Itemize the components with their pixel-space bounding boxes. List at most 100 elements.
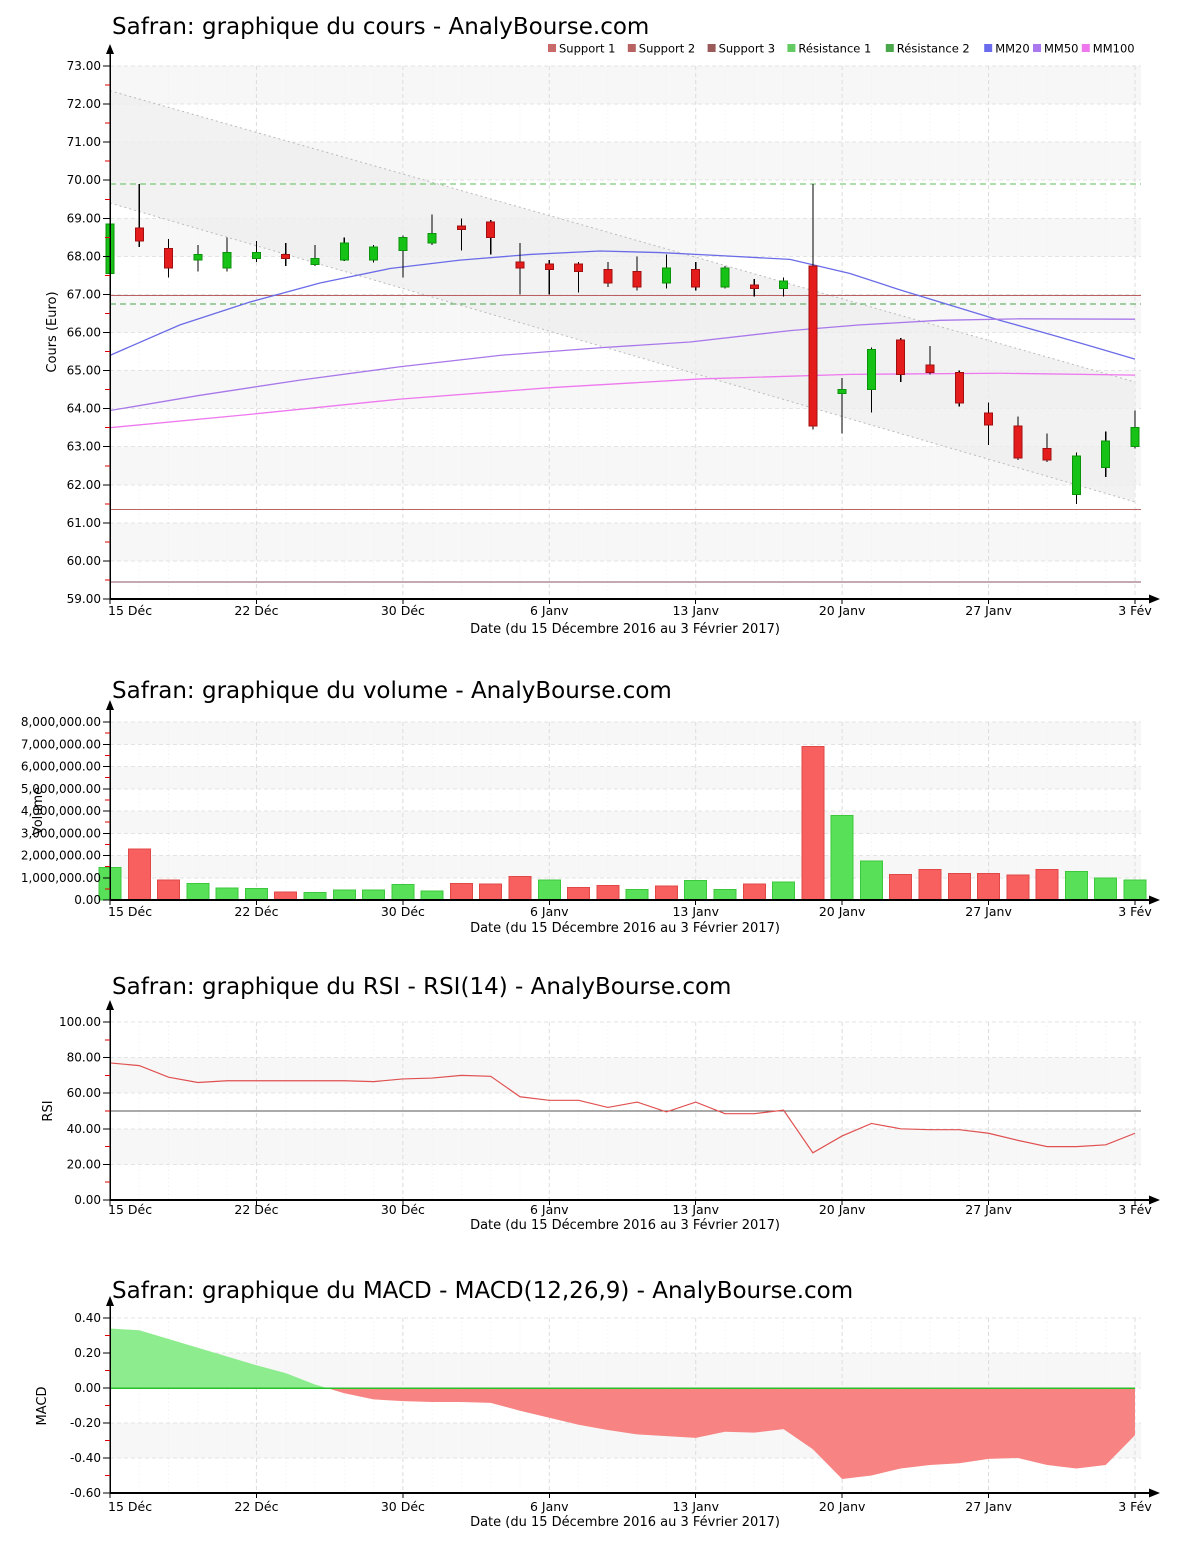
x-tick-label: 27 Janv (965, 1202, 1012, 1217)
candle-down (808, 265, 818, 427)
y-tick-label: 1,000,000.00 (21, 871, 101, 885)
candle-down (544, 263, 554, 271)
y-axis-arrow (106, 1000, 114, 1010)
x-tick-label: 15 Déc (108, 904, 152, 919)
candle-up (398, 236, 408, 252)
y-tick-label: 0.00 (74, 893, 101, 907)
x-tick-label: 20 Janv (819, 1202, 866, 1217)
volume-bar-down (157, 879, 181, 901)
y-tick-label: 0.40 (74, 1311, 101, 1325)
x-tick-label: 6 Janv (530, 1202, 569, 1217)
x-axis-arrow (1149, 594, 1160, 604)
candle-down (925, 364, 935, 373)
x-tick-label: 13 Janv (672, 904, 719, 919)
x-tick-label: 27 Janv (965, 904, 1012, 919)
y-tick-label: 0.00 (74, 1381, 101, 1395)
y-tick-label: 2,000,000.00 (21, 849, 101, 863)
volume-bar-down (918, 868, 942, 901)
background-stripe (110, 855, 1141, 878)
price-chart-title: Safran: graphique du cours - AnalyBourse… (112, 14, 649, 40)
trend-channel-fill (110, 90, 1135, 502)
price-legend: Support 1 Support 2 Support 3 Résistance 1 R… (548, 42, 1135, 56)
y-tick-label: 5,000,000.00 (21, 782, 101, 796)
x-tick-label: 30 Déc (381, 1499, 425, 1514)
volume-chart: Safran: graphique du volume - AnalyBours… (21, 678, 1160, 936)
y-tick-label: 65.00 (67, 364, 101, 378)
volume-bar-up (1064, 871, 1088, 901)
candle-up (720, 267, 730, 288)
legend-label: MM20 (995, 42, 1029, 56)
x-tick-label: 15 Déc (108, 1499, 152, 1514)
x-tick-label: 3 Fév (1118, 1202, 1152, 1217)
legend-swatch (1033, 44, 1041, 52)
x-tick-label: 15 Déc (108, 1202, 152, 1217)
background-stripe (110, 66, 1141, 105)
volume-bar-up (215, 887, 239, 901)
candle-down (632, 271, 642, 288)
y-tick-label: -0.20 (70, 1416, 101, 1430)
y-tick-label: 60.00 (67, 554, 101, 568)
x-axis-arrow (1149, 895, 1160, 905)
macd-chart-title: Safran: graphique du MACD - MACD(12,26,9… (112, 1278, 853, 1304)
legend-label: MM100 (1093, 42, 1135, 56)
y-tick-label: 80.00 (67, 1051, 101, 1065)
candle-up (193, 253, 203, 261)
rsi-line (109, 1062, 1136, 1154)
legend-label: MM50 (1044, 42, 1078, 56)
x-tick-label: 6 Janv (530, 1499, 569, 1514)
legend-label: Résistance 2 (897, 42, 970, 56)
candle-down (603, 269, 613, 284)
volume-bar-down (274, 891, 298, 901)
candle-down (134, 227, 144, 242)
candle-down (486, 221, 496, 238)
volume-y-axis-label: Volume (31, 787, 46, 835)
volume-bar-down (479, 883, 503, 901)
volume-bar-up (420, 890, 444, 901)
volume-bar-up (303, 892, 327, 901)
legend-swatch (885, 44, 894, 52)
price-chart: Safran: graphique du cours - AnalyBourse… (45, 14, 1160, 637)
y-axis-arrow (106, 44, 114, 54)
background-stripe (110, 522, 1141, 561)
candle-up (1071, 455, 1081, 495)
candle-down (1042, 448, 1052, 461)
candle-down (691, 269, 701, 288)
candle-up (369, 246, 379, 261)
candle-up (1101, 440, 1111, 469)
background-stripe (110, 766, 1141, 789)
candle-down (515, 261, 525, 269)
volume-bar-up (830, 814, 854, 901)
rsi-x-axis-label: Date (du 15 Décembre 2016 au 3 Février 2… (470, 1218, 780, 1233)
x-axis-arrow (1149, 1195, 1160, 1205)
x-tick-label: 30 Déc (381, 1202, 425, 1217)
x-tick-label: 22 Déc (234, 904, 278, 919)
macd-positive-area (110, 1328, 1135, 1388)
volume-bar-up (186, 882, 210, 901)
y-tick-label: 66.00 (67, 326, 101, 340)
y-tick-label: 71.00 (67, 135, 101, 149)
rsi-plot: 0.00 20.00 40.00 60.00 80.00 100.00 15 Déc 22 D… (59, 1000, 1160, 1217)
y-tick-label: 4,000,000.00 (21, 804, 101, 818)
x-tick-label: 22 Déc (234, 1499, 278, 1514)
volume-bar-down (947, 872, 971, 901)
volume-bar-up (625, 888, 649, 901)
x-tick-label: 27 Janv (965, 603, 1012, 618)
price-plot: 59.00 60.00 61.00 62.00 63.00 64.00 65.00 66.00… (67, 44, 1160, 618)
macd-chart: Safran: graphique du MACD - MACD(12,26,9… (35, 1278, 1160, 1530)
legend-swatch (627, 44, 636, 52)
x-tick-label: 6 Janv (530, 603, 569, 618)
candle-up (837, 389, 847, 394)
legend-label: Support 1 (559, 42, 615, 56)
candle-up (779, 280, 789, 290)
volume-bar-down (1006, 874, 1030, 901)
candle-up (339, 242, 349, 261)
y-tick-label: 61.00 (67, 516, 101, 530)
y-axis-arrow (106, 700, 114, 710)
background-stripe (110, 1057, 1141, 1094)
volume-bar-up (1094, 877, 1118, 901)
mm20-line (109, 250, 1136, 360)
volume-plot: 0.00 1,000,000.00 2,000,000.00 3,000,000.00… (21, 700, 1160, 919)
mm100-line (109, 372, 1136, 429)
y-tick-label: -0.40 (70, 1451, 101, 1465)
volume-bar-up (362, 889, 386, 901)
